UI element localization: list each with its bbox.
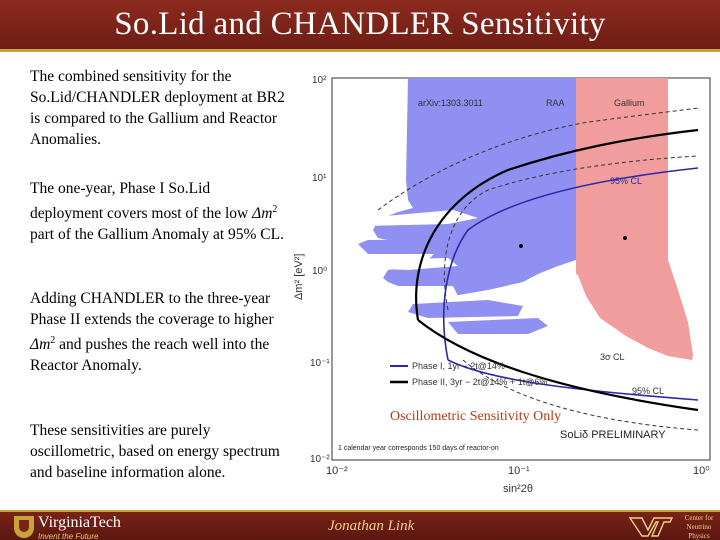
- y-axis-label: Δm² [eV²]: [293, 254, 305, 300]
- best-fit-marker-gallium: [623, 236, 627, 240]
- paragraph-text-pre: Adding CHANDLER to the three-year Phase …: [30, 290, 274, 328]
- y-tick-label: 10⁻²: [310, 454, 330, 465]
- region-gap-2: [358, 258, 458, 270]
- x-tick-label: 10⁰: [693, 465, 710, 477]
- paragraph-oscillometric: These sensitivities are purely oscillome…: [30, 420, 286, 483]
- paragraph-text-post: part of the Gallium Anomaly at 95% CL.: [30, 226, 284, 244]
- plot-svg: 10² 10¹ 10⁰ 10⁻¹ 10⁻² 10⁻² 10⁻¹ 10⁰ sin²…: [293, 75, 711, 495]
- curve-3sigma: [377, 107, 699, 431]
- paragraph-text-pre: The one-year, Phase I So.Lid deployment …: [30, 180, 253, 223]
- curve-phase-one: [443, 167, 699, 401]
- arxiv-label: arXiv:1303.3011: [418, 98, 483, 108]
- center-label: Center for Neutrino Physics: [684, 514, 714, 540]
- title-bar: So.Lid and CHANDLER Sensitivity: [0, 0, 720, 52]
- delta-m: Δm: [252, 205, 273, 223]
- cl3sigma-label: 3σ CL: [600, 352, 625, 362]
- vt-mark-icon: [628, 517, 674, 537]
- paragraph-combined-sensitivity: The combined sensitivity for the So.Lid/…: [30, 66, 286, 150]
- shield-icon: [14, 516, 34, 538]
- oscillometric-caption: Oscillometric Sensitivity Only: [388, 409, 564, 425]
- footnote-label: 1 calendar year corresponds 150 days of …: [338, 445, 499, 452]
- preliminary-label: SoLiδ PRELIMINARY: [560, 429, 666, 441]
- gallium-left-tail: [576, 208, 588, 280]
- institution-name: VirginiaTech: [38, 513, 121, 531]
- curve-phase-two: [415, 128, 699, 412]
- legend-phase-one: Phase I, 1yr − 2t@14%: [412, 361, 505, 371]
- sensitivity-plot: 10² 10¹ 10⁰ 10⁻¹ 10⁻² 10⁻² 10⁻¹ 10⁰ sin²…: [288, 60, 720, 500]
- gallium-label: Gallium: [614, 98, 645, 108]
- paragraph-text: These sensitivities are purely oscillome…: [30, 422, 280, 481]
- superscript: 2: [272, 204, 278, 215]
- paragraph-text: The combined sensitivity for the So.Lid/…: [30, 68, 285, 148]
- y-tick-label: 10¹: [312, 173, 327, 184]
- paragraph-chandler: Adding CHANDLER to the three-year Phase …: [30, 288, 286, 376]
- y-tick-label: 10⁰: [312, 266, 327, 277]
- raa-band-1: [358, 238, 548, 254]
- x-tick-label: 10⁻²: [326, 465, 348, 477]
- cl95-label: 95% CL: [610, 176, 642, 186]
- gallium-region: [576, 78, 693, 360]
- paragraph-text-post: and pushes the reach well into the React…: [30, 336, 270, 375]
- cl95b-label: 95% CL: [632, 386, 664, 396]
- x-axis-label: sin²2θ: [503, 483, 533, 495]
- institution-tagline: Invent the Future: [38, 531, 99, 540]
- raa-band-2: [408, 300, 523, 318]
- virginia-tech-logo: VirginiaTech Invent the Future: [14, 513, 121, 540]
- region-gap-1: [363, 210, 478, 226]
- x-tick-label: 10⁻¹: [508, 465, 530, 477]
- region-gap-3: [358, 286, 458, 298]
- author-name: Jonathan Link: [328, 518, 415, 534]
- raa-band-3: [448, 318, 548, 334]
- slide-title: So.Lid and CHANDLER Sensitivity: [114, 6, 606, 42]
- best-fit-marker-raa: [519, 244, 523, 248]
- footer-bar: VirginiaTech Invent the Future Jonathan …: [0, 510, 720, 540]
- y-tick-label: 10⁻¹: [310, 358, 330, 369]
- y-tick-label: 10²: [312, 75, 327, 86]
- superscript: 2: [50, 335, 56, 346]
- legend-phase-two: Phase II, 3yr − 2t@14% + 1t@6%: [412, 377, 547, 387]
- raa-label: RAA: [546, 98, 565, 108]
- paragraph-phase-one: The one-year, Phase I So.Lid deployment …: [30, 178, 286, 245]
- delta-m: Δm: [30, 336, 51, 354]
